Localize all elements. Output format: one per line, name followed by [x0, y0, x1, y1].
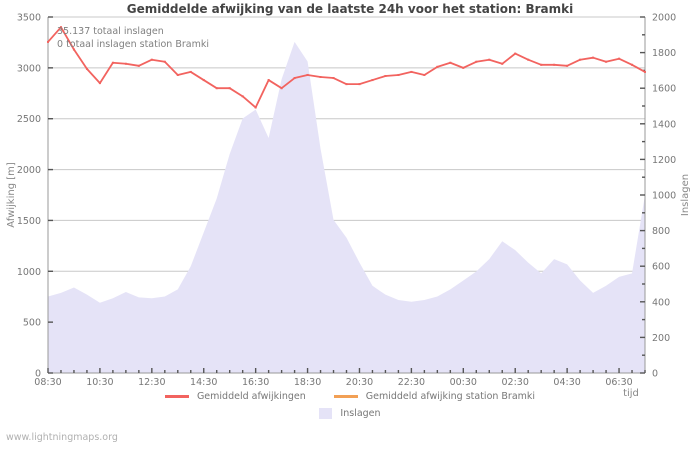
svg-text:1000: 1000: [652, 191, 676, 202]
chart-annotations: 35.137 totaal inslagen 0 totaal inslagen …: [57, 26, 209, 50]
svg-text:10:30: 10:30: [86, 377, 113, 388]
impacts-area-series: [48, 41, 645, 374]
legend-item-deviation[interactable]: Gemiddeld afwijkingen: [164, 391, 306, 402]
deviation-line-series: [47, 26, 646, 109]
svg-text:600: 600: [652, 262, 670, 273]
svg-text:tijd: tijd: [623, 388, 639, 399]
svg-text:12:30: 12:30: [138, 377, 165, 388]
svg-text:1800: 1800: [652, 48, 676, 59]
svg-text:2000: 2000: [652, 13, 676, 24]
svg-text:0: 0: [35, 369, 41, 380]
chart-plot: 08:30 10:30 12:30 14:30 16:30 18:30 20:30 22:30…: [6, 13, 691, 400]
footer-attribution: www.lightningmaps.org: [6, 432, 118, 443]
svg-text:14:30: 14:30: [190, 377, 217, 388]
svg-text:Afwijking [m]: Afwijking [m]: [6, 162, 17, 228]
svg-text:1000: 1000: [17, 267, 41, 278]
chart-title: Gemiddelde afwijking van de laatste 24h …: [126, 2, 574, 16]
svg-text:1600: 1600: [652, 84, 676, 95]
legend-item-impacts[interactable]: Inslagen: [319, 408, 381, 419]
svg-text:400: 400: [652, 297, 670, 308]
legend-area-swatch-impacts: [319, 408, 333, 419]
chart-legend: Gemiddeld afwijkingen Gemiddeld afwijkin…: [0, 388, 700, 426]
svg-text:800: 800: [652, 226, 670, 237]
svg-text:0 totaal inslagen station Bram: 0 totaal inslagen station Bramki: [57, 39, 209, 50]
svg-text:16:30: 16:30: [242, 377, 269, 388]
svg-text:35.137 totaal inslagen: 35.137 totaal inslagen: [57, 26, 164, 37]
svg-text:1500: 1500: [17, 216, 41, 227]
svg-text:06:30: 06:30: [605, 377, 632, 388]
svg-text:04:30: 04:30: [553, 377, 580, 388]
legend-item-station-deviation[interactable]: Gemiddeld afwijking station Bramki: [333, 391, 536, 402]
legend-row-secondary: Inslagen: [0, 405, 700, 422]
legend-line-swatch-station: [333, 395, 358, 398]
svg-text:08:30: 08:30: [34, 377, 61, 388]
svg-text:200: 200: [652, 333, 670, 344]
legend-row-primary: Gemiddeld afwijkingen Gemiddeld afwijkin…: [0, 388, 700, 405]
legend-label-deviation: Gemiddeld afwijkingen: [196, 391, 306, 402]
svg-text:20:30: 20:30: [346, 377, 373, 388]
legend-line-swatch-deviation: [164, 395, 189, 398]
svg-text:3500: 3500: [17, 13, 41, 24]
svg-text:1400: 1400: [652, 119, 676, 130]
svg-text:18:30: 18:30: [294, 377, 321, 388]
y-right-axis-ticks: 0 200 400 600 800 1000 1200 1400 1600 1800 2000: [640, 13, 676, 380]
legend-label-impacts: Inslagen: [340, 408, 381, 419]
svg-text:00:30: 00:30: [450, 377, 477, 388]
svg-text:2000: 2000: [17, 165, 41, 176]
svg-text:500: 500: [23, 318, 41, 329]
svg-text:1200: 1200: [652, 155, 676, 166]
svg-text:3000: 3000: [17, 63, 41, 74]
svg-text:22:30: 22:30: [398, 377, 425, 388]
svg-text:0: 0: [652, 369, 658, 380]
x-axis-ticks: 08:30 10:30 12:30 14:30 16:30 18:30 20:30 22:30…: [34, 368, 646, 388]
legend-label-station-deviation: Gemiddeld afwijking station Bramki: [365, 391, 536, 402]
svg-text:Inslagen: Inslagen: [680, 174, 691, 216]
svg-text:02:30: 02:30: [502, 377, 529, 388]
y-left-axis-ticks: 0 500 1000 1500 2000 2500 3000 3500: [17, 13, 53, 380]
axis-titles: Afwijking [m] Inslagen tijd: [6, 162, 691, 399]
svg-text:2500: 2500: [17, 114, 41, 125]
